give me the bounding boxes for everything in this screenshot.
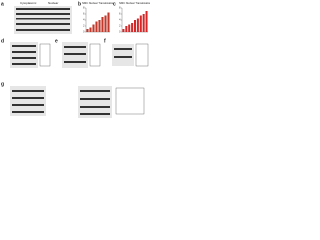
panel-letter: e <box>55 38 58 44</box>
blot <box>14 6 72 34</box>
y-tick-label: 4 <box>83 19 85 22</box>
bar <box>139 15 142 32</box>
y-tick-label: 4 <box>119 19 121 22</box>
bar <box>107 12 110 32</box>
blot-header: Nuclear <box>48 1 58 5</box>
blot <box>10 86 145 118</box>
y-tick-label: 8 <box>83 7 85 10</box>
bar <box>104 15 107 32</box>
bar <box>131 23 134 32</box>
blot <box>62 42 101 68</box>
y-tick-label: 2 <box>119 25 121 28</box>
bar <box>98 20 101 32</box>
panel-letter: c <box>113 1 116 7</box>
y-tick-label: 6 <box>83 13 85 16</box>
bar <box>133 20 137 32</box>
y-tick-label: 2 <box>83 25 85 28</box>
y-tick-label: 8 <box>119 7 121 10</box>
bar <box>145 11 148 32</box>
bar <box>128 24 131 32</box>
chart-title: NMC Nuclear Translocation <box>82 1 114 5</box>
bar <box>92 24 95 32</box>
panel-letter: f <box>104 38 106 44</box>
blot <box>10 42 51 68</box>
panel-letter: g <box>1 81 4 87</box>
blot <box>112 43 149 67</box>
y-tick-label: 6 <box>119 13 121 16</box>
bar <box>86 29 89 32</box>
bar <box>101 17 104 32</box>
figure: a Cytoplasmic Nuclear b c d e f g <box>1 1 150 118</box>
panel-letter: b <box>78 1 81 7</box>
bar <box>95 21 98 32</box>
panel-letter: d <box>1 38 4 44</box>
y-tick-label: 0 <box>119 31 121 34</box>
blot-header: Cytoplasmic <box>20 1 37 5</box>
y-tick-label: 0 <box>83 31 85 34</box>
panel-letter: a <box>1 1 4 7</box>
bar <box>142 14 145 32</box>
chart-title: NMC Nuclear Translocation <box>119 1 150 5</box>
bar <box>122 29 125 32</box>
bar <box>125 26 128 32</box>
bar <box>89 27 92 32</box>
bar <box>136 18 139 32</box>
